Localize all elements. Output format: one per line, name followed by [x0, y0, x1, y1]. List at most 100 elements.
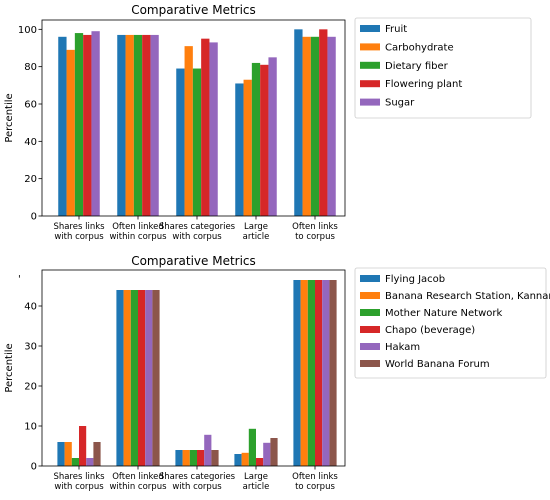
legend-swatch	[360, 326, 380, 333]
legend-swatch	[360, 43, 380, 51]
y-tick-label: 0	[31, 462, 37, 473]
y-tick-label: 10	[24, 422, 37, 433]
legend-label: World Banana Forum	[385, 359, 490, 370]
bar	[152, 290, 160, 466]
bar	[197, 450, 205, 466]
bar	[79, 426, 87, 466]
bar	[182, 450, 190, 466]
bar	[234, 454, 242, 466]
bar	[74, 33, 84, 216]
legend-swatch	[360, 98, 380, 106]
axes-frame	[41, 19, 346, 217]
bar	[256, 458, 264, 466]
x-tick-label: Large article	[243, 222, 270, 242]
bar	[248, 428, 256, 466]
bar	[204, 434, 212, 466]
bar	[251, 62, 261, 216]
bar	[300, 280, 308, 466]
legend-label: Mother Nature Network	[385, 308, 502, 319]
stray-mark: '	[18, 274, 21, 285]
bar	[58, 36, 67, 216]
bar	[83, 34, 92, 216]
bar	[123, 290, 131, 466]
bar	[142, 34, 151, 216]
axes-frame	[41, 269, 346, 467]
bar	[176, 68, 185, 217]
bar	[91, 31, 100, 217]
legend-swatch	[360, 360, 380, 367]
bar	[243, 79, 252, 216]
legend-label: Sugar	[385, 98, 415, 109]
legend-label: Flowering plant	[385, 79, 462, 90]
bar	[263, 442, 271, 466]
chart-title: Comparative Metrics	[131, 254, 256, 268]
bar	[117, 34, 126, 216]
bar	[64, 442, 72, 466]
bar	[145, 290, 153, 466]
legend-box	[354, 267, 547, 379]
bar	[116, 290, 124, 466]
y-tick-label: 30	[24, 342, 37, 353]
bar	[270, 438, 278, 466]
bar	[260, 64, 269, 216]
x-tick-label: Often links to corpus	[292, 472, 338, 492]
bar	[302, 36, 311, 216]
legend-label: Banana Research Station, Kannara	[385, 291, 550, 302]
x-tick-label: Shares links with corpus	[53, 472, 105, 492]
x-tick-label: Shares categories with corpus	[159, 472, 236, 492]
bar	[125, 34, 134, 216]
bar	[138, 290, 146, 466]
legend-label: Carbohydrate	[385, 42, 454, 53]
bar	[235, 83, 244, 216]
bar	[319, 29, 328, 217]
legend-swatch	[360, 292, 380, 299]
legend-label: Chapo (beverage)	[385, 325, 475, 336]
bar	[310, 36, 320, 216]
x-tick-label: Large article	[243, 472, 270, 492]
y-tick-label: 20	[24, 382, 37, 393]
bar	[175, 450, 183, 466]
bar	[268, 57, 277, 217]
y-tick-label: 40	[24, 302, 37, 313]
chart-bottom: Comparative Metrics 0 10 20 30 40 Shares links…	[4, 254, 550, 492]
bar	[189, 450, 197, 466]
legend-label: Flying Jacob	[385, 274, 445, 285]
bar	[71, 458, 79, 466]
x-tick-label: Often linked within corpus	[109, 472, 167, 492]
y-axis-label: Percentile	[4, 343, 15, 392]
bar	[66, 49, 75, 216]
bar	[315, 280, 323, 466]
legend-label: Fruit	[385, 24, 407, 35]
y-tick-label: 60	[24, 100, 37, 111]
legend-label: Hakam	[385, 342, 420, 353]
y-tick-label: 100	[18, 25, 37, 36]
legend-label: Dietary fiber	[385, 61, 449, 72]
bar	[133, 34, 143, 216]
bar	[86, 458, 94, 466]
y-tick-label: 40	[24, 137, 37, 148]
bar	[307, 280, 315, 466]
legend-swatch	[360, 343, 380, 350]
bar	[184, 46, 193, 217]
legend-swatch	[360, 309, 380, 316]
legend-swatch	[360, 275, 380, 282]
bar	[201, 38, 210, 216]
x-tick-label: Shares categories with corpus	[159, 222, 236, 242]
bar	[327, 36, 336, 216]
bar	[293, 280, 301, 466]
legend-swatch	[360, 61, 380, 69]
chart-title: Comparative Metrics	[131, 3, 256, 17]
bar	[241, 452, 249, 466]
bar	[150, 34, 159, 216]
x-tick-label: Often linked within corpus	[109, 222, 167, 242]
bar	[322, 280, 330, 466]
legend-swatch	[360, 25, 380, 32]
bar	[57, 442, 65, 466]
bar	[192, 68, 202, 217]
bar	[329, 280, 337, 466]
y-tick-label: 20	[24, 174, 37, 185]
y-tick-label: 0	[31, 212, 37, 223]
legend-swatch	[360, 80, 380, 88]
